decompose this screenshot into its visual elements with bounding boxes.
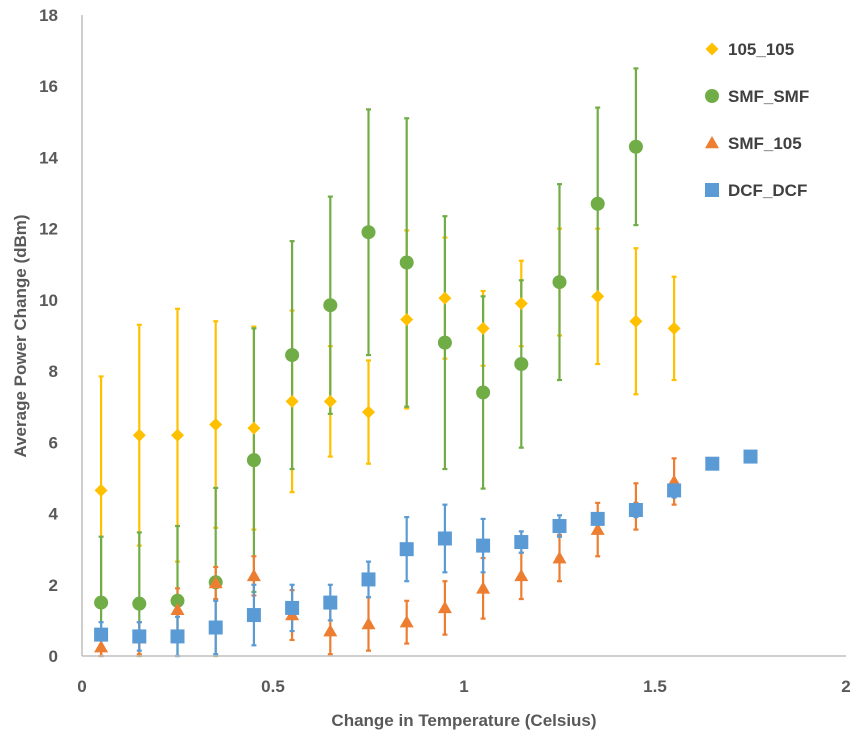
point-dcf-dcf bbox=[285, 600, 300, 615]
point-smf-105 bbox=[361, 616, 376, 630]
point-dcf-dcf bbox=[437, 531, 452, 546]
point-dcf-dcf bbox=[132, 629, 147, 644]
point-smf-smf bbox=[514, 356, 529, 371]
point-smf-smf bbox=[246, 453, 261, 468]
x-tick-label: 1 bbox=[459, 677, 468, 696]
y-tick-label: 2 bbox=[49, 576, 58, 595]
point-smf-smf bbox=[476, 385, 491, 400]
point-105-105 bbox=[629, 314, 643, 328]
point-smf-smf bbox=[437, 335, 452, 350]
legend-label-105-105: 105_105 bbox=[728, 40, 794, 59]
point-105-105 bbox=[438, 291, 452, 305]
point-smf-smf bbox=[285, 348, 300, 363]
point-dcf-dcf bbox=[476, 538, 491, 553]
point-smf-105 bbox=[323, 624, 338, 637]
point-smf-105 bbox=[399, 615, 414, 628]
point-dcf-dcf bbox=[246, 608, 261, 623]
point-105-105 bbox=[400, 312, 414, 326]
legend-label-smf-smf: SMF_SMF bbox=[728, 87, 809, 106]
point-105-105 bbox=[132, 428, 146, 442]
x-tick-label: 2 bbox=[841, 677, 850, 696]
y-tick-label: 4 bbox=[49, 505, 59, 524]
x-axis-title: Change in Temperature (Celsius) bbox=[331, 711, 596, 730]
y-tick-label: 12 bbox=[39, 220, 58, 239]
legend-item-smf-smf: SMF_SMF bbox=[705, 87, 809, 106]
point-smf-105 bbox=[476, 581, 491, 594]
legend-marker-smf-smf bbox=[705, 89, 719, 103]
x-tick-label: 0 bbox=[77, 677, 86, 696]
point-dcf-dcf bbox=[208, 620, 223, 635]
point-105-105 bbox=[94, 483, 108, 497]
y-tick-label: 18 bbox=[39, 6, 58, 25]
point-105-105 bbox=[514, 296, 528, 310]
point-smf-smf bbox=[170, 593, 185, 608]
point-smf-105 bbox=[94, 640, 109, 653]
point-smf-105 bbox=[590, 522, 605, 535]
legend-item-smf-105: SMF_105 bbox=[705, 134, 802, 153]
point-smf-105 bbox=[552, 551, 567, 564]
point-dcf-dcf bbox=[590, 511, 605, 526]
x-tick-label: 0.5 bbox=[261, 677, 285, 696]
legend-item-dcf-dcf: DCF_DCF bbox=[705, 181, 807, 200]
legend: 105_105 SMF_SMF SMF_105 DCF_DCF bbox=[705, 40, 809, 200]
point-smf-105 bbox=[208, 575, 223, 589]
point-dcf-dcf bbox=[170, 629, 185, 644]
point-dcf-dcf bbox=[628, 502, 643, 517]
point-smf-smf bbox=[323, 298, 338, 313]
y-tick-labels: 0 2 4 6 8 10 12 14 16 18 bbox=[39, 6, 58, 666]
point-smf-smf bbox=[399, 255, 414, 270]
legend-label-dcf-dcf: DCF_DCF bbox=[728, 181, 807, 200]
point-dcf-dcf bbox=[743, 449, 758, 464]
point-105-105 bbox=[209, 418, 223, 432]
point-dcf-dcf bbox=[361, 572, 376, 587]
y-tick-label: 6 bbox=[49, 433, 58, 452]
point-smf-105 bbox=[170, 602, 185, 615]
point-dcf-dcf bbox=[94, 627, 109, 642]
y-tick-label: 10 bbox=[39, 291, 58, 310]
point-dcf-dcf bbox=[705, 456, 720, 471]
point-smf-smf bbox=[628, 139, 643, 154]
point-smf-smf bbox=[552, 275, 567, 290]
legend-label-smf-105: SMF_105 bbox=[728, 134, 802, 153]
point-105-105 bbox=[591, 289, 605, 303]
point-105-105 bbox=[362, 405, 375, 419]
legend-marker-dcf-dcf bbox=[705, 183, 719, 197]
point-smf-105 bbox=[514, 568, 529, 582]
point-dcf-dcf bbox=[323, 595, 338, 610]
point-smf-smf bbox=[94, 595, 109, 610]
point-105-105 bbox=[171, 428, 184, 442]
point-dcf-dcf bbox=[514, 535, 529, 550]
y-axis-title: Average Power Change (dBm) bbox=[11, 214, 30, 457]
point-dcf-dcf bbox=[667, 483, 682, 498]
x-tick-label: 1.5 bbox=[643, 677, 667, 696]
point-105-105 bbox=[476, 321, 490, 335]
axes-layer bbox=[81, 15, 846, 657]
y-tick-label: 8 bbox=[49, 362, 58, 381]
point-smf-smf bbox=[590, 196, 605, 211]
point-smf-105 bbox=[246, 568, 261, 582]
point-105-105 bbox=[285, 394, 299, 408]
error-bars-layer bbox=[98, 67, 753, 658]
y-tick-label: 14 bbox=[39, 148, 58, 167]
markers-layer bbox=[94, 139, 758, 653]
point-105-105 bbox=[667, 321, 681, 335]
point-105-105 bbox=[323, 394, 337, 408]
point-smf-smf bbox=[361, 225, 376, 240]
legend-marker-smf-105 bbox=[705, 136, 719, 149]
legend-item-105-105: 105_105 bbox=[705, 40, 794, 59]
point-smf-smf bbox=[132, 596, 147, 611]
legend-marker-105-105 bbox=[705, 42, 719, 56]
point-smf-105 bbox=[437, 600, 452, 614]
point-dcf-dcf bbox=[552, 519, 567, 534]
point-dcf-dcf bbox=[399, 542, 414, 557]
y-tick-label: 0 bbox=[49, 647, 58, 666]
y-tick-label: 16 bbox=[39, 77, 58, 96]
point-105-105 bbox=[247, 421, 261, 435]
x-tick-labels: 0 0.5 1 1.5 2 bbox=[77, 677, 850, 696]
